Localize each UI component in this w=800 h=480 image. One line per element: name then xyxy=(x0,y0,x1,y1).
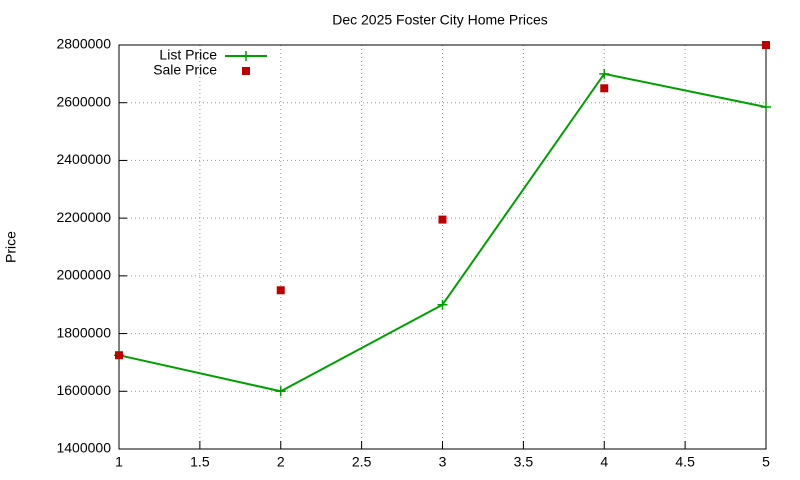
legend-label: Sale Price xyxy=(153,62,217,78)
data-point xyxy=(275,386,286,397)
y-tick-label: 2800000 xyxy=(56,36,111,52)
y-tick-label: 2000000 xyxy=(56,267,111,283)
x-tick-label: 2.5 xyxy=(352,454,372,470)
y-tick-label: 2400000 xyxy=(56,151,111,167)
x-tick-label: 4.5 xyxy=(675,454,695,470)
y-tick-label: 1400000 xyxy=(56,440,111,456)
y-tick-label: 1800000 xyxy=(56,324,111,340)
data-point xyxy=(438,215,447,224)
data-point xyxy=(762,41,770,49)
x-tick-label: 2 xyxy=(277,454,285,470)
data-point xyxy=(276,286,285,295)
x-tick-label: 5 xyxy=(762,454,770,470)
x-tick-label: 1.5 xyxy=(190,454,210,470)
x-tick-label: 4 xyxy=(600,454,608,470)
y-axis-label: Price xyxy=(3,231,19,263)
data-point xyxy=(115,351,123,360)
y-tick-label: 2200000 xyxy=(56,209,111,225)
legend-marker xyxy=(241,51,251,61)
plot-frame xyxy=(118,44,767,450)
data-point xyxy=(600,84,609,93)
y-tick-label: 2600000 xyxy=(56,93,111,109)
chart-title: Dec 2025 Foster City Home Prices xyxy=(332,12,548,28)
legend-label: List Price xyxy=(159,47,217,63)
data-point xyxy=(761,102,771,113)
y-tick-label: 1600000 xyxy=(56,382,111,398)
data-point xyxy=(599,68,610,79)
x-tick-label: 3 xyxy=(439,454,447,470)
x-tick-label: 1 xyxy=(115,454,123,470)
data-point xyxy=(437,299,448,310)
x-tick-label: 3.5 xyxy=(514,454,534,470)
legend-marker xyxy=(242,67,250,75)
